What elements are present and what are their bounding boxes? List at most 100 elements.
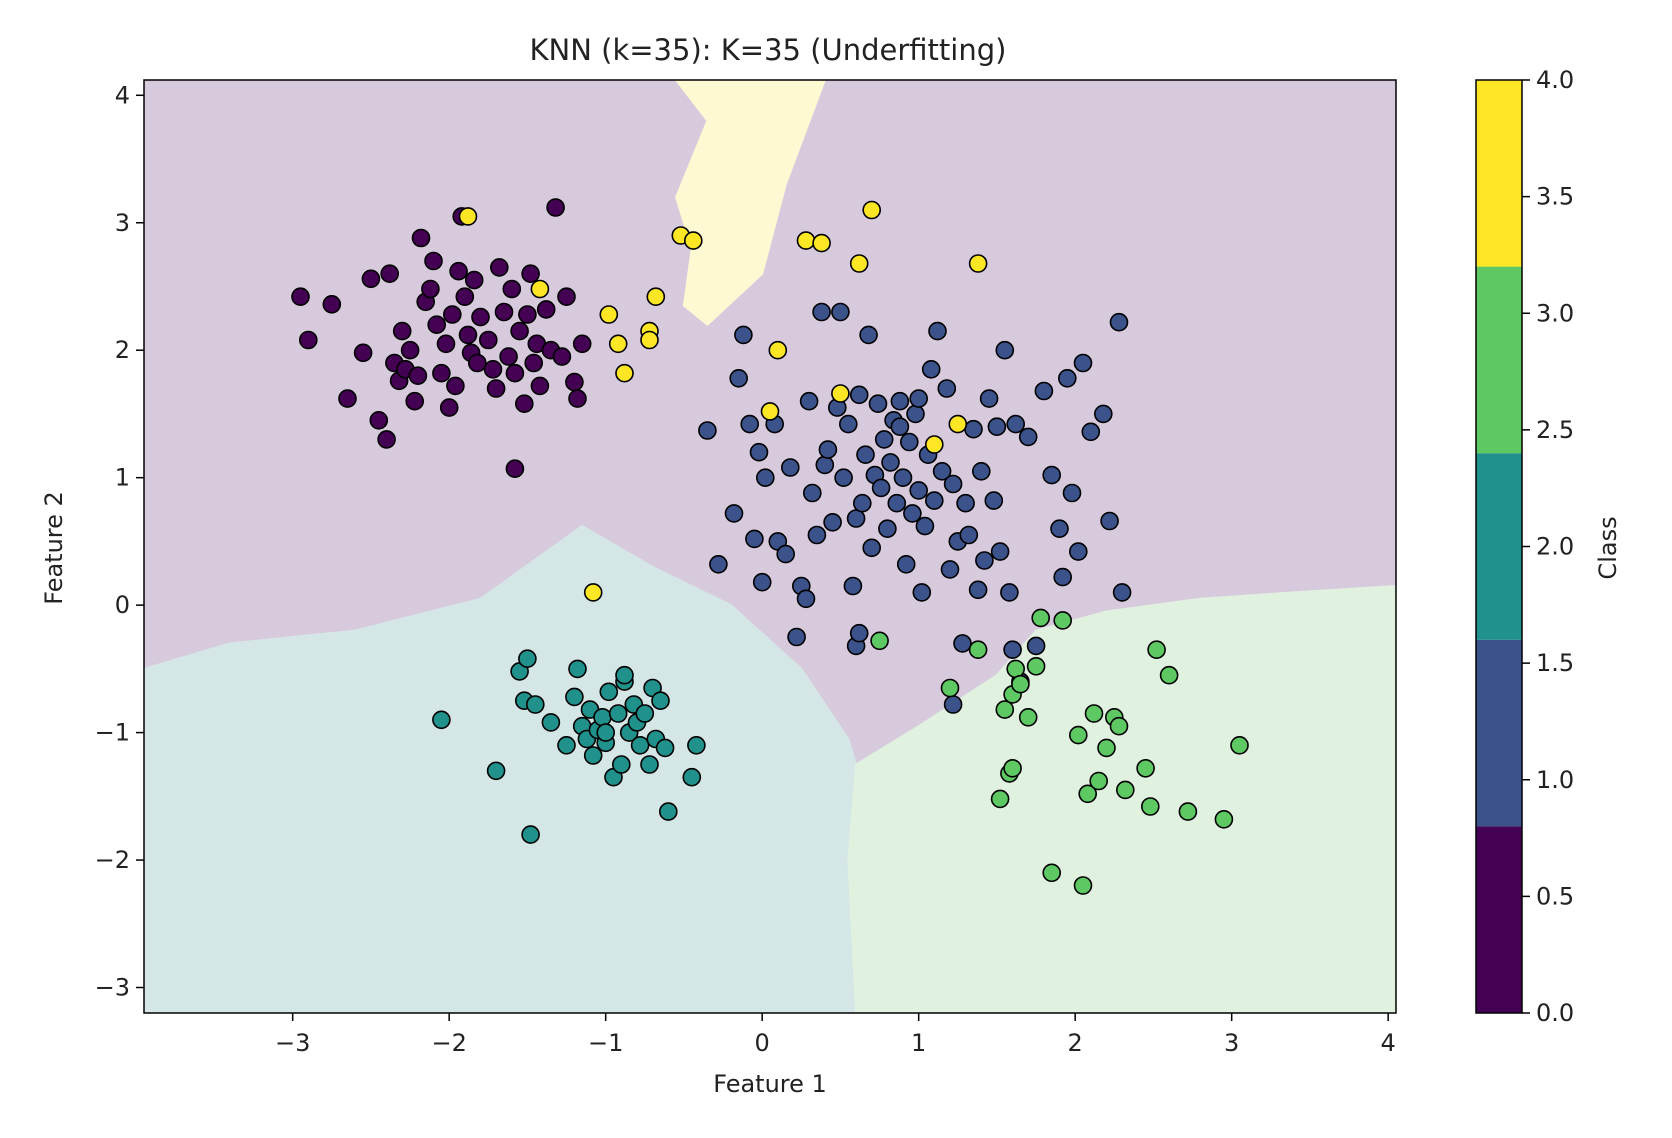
point-class-4: [924, 435, 944, 454]
point-class-3: [1078, 784, 1097, 804]
point-class-1: [1109, 312, 1129, 332]
y-tick-label: −3: [95, 974, 130, 1002]
colorbar-tick-label: 1.5: [1536, 649, 1574, 677]
point-class-1: [1050, 519, 1069, 539]
point-class-1: [787, 627, 806, 647]
point-class-1: [796, 589, 816, 609]
point-class-1: [1112, 583, 1132, 602]
point-class-0: [483, 359, 503, 379]
point-class-3: [1141, 797, 1160, 816]
point-class-1: [1058, 368, 1077, 388]
point-class-0: [400, 340, 420, 360]
point-class-1: [928, 321, 947, 341]
plot-area: [143, 79, 1397, 1014]
point-class-0: [467, 353, 487, 373]
point-class-1: [734, 325, 753, 345]
point-class-1: [780, 458, 800, 477]
point-class-0: [565, 372, 584, 392]
point-class-1: [932, 461, 952, 481]
colorbar-tick-label: 2.5: [1536, 416, 1574, 444]
point-class-3: [1089, 771, 1108, 791]
colorbar-tick-label: 0.0: [1536, 999, 1574, 1027]
point-class-3: [1214, 809, 1234, 829]
point-class-1: [912, 583, 932, 602]
point-class-3: [1026, 656, 1046, 676]
point-class-1: [903, 504, 922, 523]
point-class-1: [995, 340, 1015, 360]
point-class-4: [599, 305, 619, 324]
point-class-1: [823, 512, 842, 532]
point-class-1: [849, 623, 869, 643]
x-tick-label: 0: [755, 1029, 770, 1057]
point-class-1: [862, 538, 882, 558]
point-class-0: [572, 334, 592, 354]
point-class-3: [968, 640, 988, 660]
point-class-0: [411, 228, 431, 248]
point-class-1: [1094, 404, 1113, 424]
colorbar: 0.0 0.5 1.0 1.5 2.0 2.5 3.0 3.5 4.0: [1475, 66, 1574, 1027]
point-class-1: [975, 551, 994, 570]
point-class-2: [611, 755, 631, 774]
point-class-3: [1018, 707, 1038, 727]
point-class-3: [1031, 608, 1050, 628]
point-class-3: [990, 789, 1010, 809]
y-tick-label: −2: [95, 846, 130, 874]
point-class-0: [557, 287, 576, 307]
point-class-3: [1073, 876, 1093, 895]
point-class-1: [846, 509, 866, 528]
point-class-1: [838, 414, 858, 434]
point-class-0: [536, 300, 556, 319]
point-class-1: [953, 634, 972, 653]
point-class-2: [635, 704, 655, 723]
point-class-0: [427, 315, 447, 335]
point-class-0: [432, 363, 451, 383]
point-class-0: [361, 269, 381, 289]
point-class-2: [568, 659, 587, 679]
point-class-1: [1003, 640, 1022, 660]
y-tick-label: 3: [115, 209, 130, 237]
point-class-3: [995, 700, 1015, 719]
point-class-4: [608, 334, 628, 354]
point-class-1: [878, 519, 897, 539]
point-class-0: [338, 389, 357, 408]
point-class-1: [1000, 583, 1019, 602]
point-class-1: [812, 302, 831, 322]
decision-region-class-4: [674, 80, 826, 327]
colorbar-band: [1476, 639, 1522, 827]
point-class-3: [1159, 665, 1179, 685]
point-class-1: [1053, 567, 1072, 587]
y-tick-label: 4: [115, 81, 130, 109]
point-class-1: [868, 394, 888, 414]
colorbar-band: [1476, 80, 1522, 267]
point-class-1: [815, 455, 835, 475]
point-class-0: [464, 270, 484, 290]
point-class-1: [709, 554, 728, 574]
point-class-1: [1062, 483, 1082, 503]
point-class-1: [890, 391, 910, 411]
point-class-0: [446, 376, 465, 396]
point-class-1: [956, 493, 975, 513]
point-class-4: [760, 402, 780, 421]
point-class-1: [818, 440, 838, 459]
point-class-4: [458, 207, 478, 226]
point-class-1: [871, 478, 891, 498]
x-tick-label: 3: [1224, 1029, 1239, 1057]
point-class-0: [530, 376, 550, 396]
point-class-0: [322, 294, 342, 314]
point-class-1: [887, 493, 907, 513]
point-class-1: [959, 525, 979, 545]
point-class-2: [593, 707, 612, 727]
point-class-4: [683, 231, 703, 250]
point-class-1: [921, 359, 941, 379]
y-axis: −3 −2 −1 0 1 2 3 4: [95, 81, 144, 1002]
x-tick-label: −2: [431, 1029, 466, 1057]
point-class-0: [353, 343, 373, 363]
point-class-4: [640, 330, 659, 350]
point-class-2: [596, 723, 616, 742]
point-class-1: [979, 389, 999, 408]
point-class-2: [486, 761, 506, 781]
point-class-2: [615, 665, 634, 685]
point-class-3: [940, 678, 960, 698]
point-class-1: [915, 516, 935, 536]
x-tick-label: −1: [588, 1029, 623, 1057]
